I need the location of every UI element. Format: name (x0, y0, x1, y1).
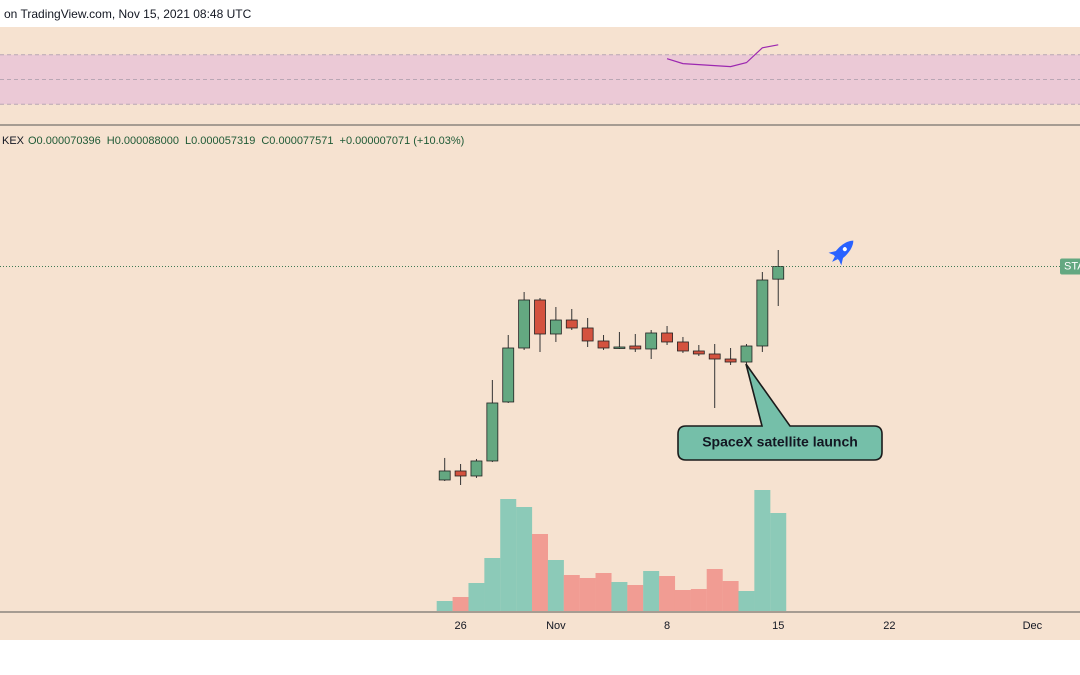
x-tick-label: 15 (772, 620, 784, 632)
candle-body (613, 346, 626, 349)
volume-bar (706, 569, 723, 611)
volume-bar (436, 601, 453, 611)
volume-bar (674, 590, 691, 611)
rocket-body (833, 240, 854, 261)
volume-bar (500, 499, 517, 611)
candle-body (549, 319, 562, 335)
volume-bar (468, 583, 485, 611)
volume-bar (722, 581, 739, 611)
rocket-icon (828, 240, 854, 266)
volume-bar (770, 513, 787, 611)
volume-bar (627, 585, 644, 611)
header: on TradingView.com, Nov 15, 2021 08:48 U… (4, 7, 252, 21)
rsi-line (666, 44, 779, 68)
volume-bar (579, 578, 596, 611)
candle-body (470, 460, 483, 477)
ohlc-value: H0.000088000 (107, 135, 179, 147)
symbol: KEX (2, 135, 25, 147)
x-tick-label: Nov (546, 620, 566, 632)
candle-body (565, 319, 578, 329)
volume-bar (452, 597, 469, 611)
candle-body (692, 350, 705, 355)
ohlc-value: C0.000077571 (261, 135, 333, 147)
price-tag: STA (1064, 260, 1080, 272)
candle-body (677, 341, 689, 352)
candle-body (708, 353, 721, 360)
price-tag-box (1060, 258, 1080, 275)
volume-bar (532, 534, 548, 611)
x-tick-label: 26 (454, 620, 466, 632)
volume-bar (659, 576, 676, 611)
candle-body (486, 402, 499, 462)
annotation-text: SpaceX satellite launch (702, 434, 858, 450)
candle-body (629, 345, 642, 350)
candle-body (502, 347, 515, 403)
annotation-box (677, 363, 883, 461)
volume-bar (611, 582, 628, 611)
candle-body (438, 470, 451, 481)
ohlc-value: +0.000007071 (+10.03%) (340, 135, 465, 147)
ohlc-legend: O0.000070396 H0.000088000 L0.000057319 C0.0… (28, 135, 464, 147)
volume-bar (643, 571, 660, 611)
rocket-fins (828, 250, 844, 266)
volume-bar (738, 591, 755, 611)
candle-body (724, 358, 737, 363)
volume-bar (595, 573, 612, 611)
candle-body (581, 327, 594, 342)
x-tick-label: 22 (883, 620, 895, 632)
candle-body (661, 332, 673, 343)
annotation: SpaceX satellite launch (677, 363, 883, 461)
volume-bar (547, 560, 564, 611)
volume-bar (484, 558, 501, 611)
volume-bar (516, 507, 533, 611)
x-tick-label: Dec (1023, 620, 1043, 632)
ohlc-value: O0.000070396 (28, 135, 101, 147)
candle-body (645, 332, 658, 350)
candle-body (772, 266, 785, 280)
volume-bar (563, 575, 580, 611)
candle-body (534, 299, 546, 335)
candle-body (597, 340, 610, 349)
x-tick-label: 8 (664, 620, 670, 632)
rocket-window (842, 247, 847, 252)
candle-body (756, 279, 769, 347)
candle-body (518, 299, 531, 349)
volume-bar (690, 589, 707, 611)
volume-bar (754, 490, 771, 611)
candle-body (740, 345, 753, 363)
ohlc-value: L0.000057319 (185, 135, 255, 147)
candle-body (454, 470, 467, 477)
